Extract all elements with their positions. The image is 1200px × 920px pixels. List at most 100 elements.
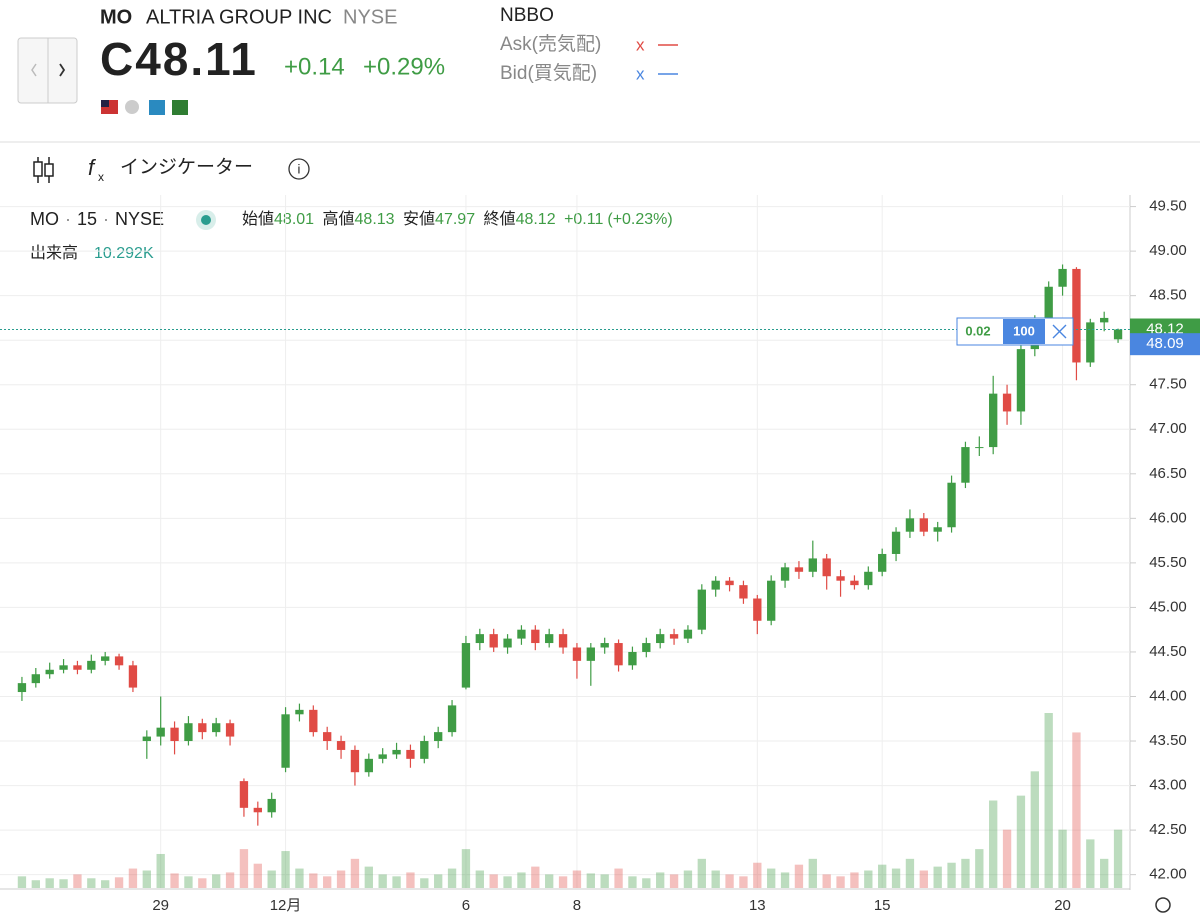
candle-body	[1002, 393, 1012, 412]
candle-body	[725, 580, 734, 586]
volume-bar	[975, 849, 984, 888]
volume-bar	[142, 870, 151, 888]
y-tick-label: 47.50	[1149, 376, 1187, 393]
fx-icon-sub: x	[98, 170, 104, 184]
volume-bar	[212, 874, 221, 888]
volume-bar	[600, 874, 609, 888]
y-tick-label: 44.00	[1149, 687, 1187, 704]
candle-body	[975, 447, 984, 449]
volume-bar	[1030, 771, 1039, 888]
candle-body	[170, 727, 179, 742]
legend-ohlc: 始値48.01 高値48.13 安値47.97 終値48.12 +0.11 (+0…	[242, 210, 673, 228]
info-icon[interactable]	[288, 158, 310, 180]
volume-bar	[697, 858, 706, 888]
candle-body	[878, 553, 887, 572]
candle-body	[475, 634, 484, 644]
candle-body	[767, 580, 776, 621]
clock-icon	[125, 100, 139, 114]
volume-bar	[947, 862, 956, 888]
candle-body	[31, 674, 40, 684]
volume-bar	[614, 868, 623, 888]
candle-body	[697, 589, 706, 630]
candle-body	[212, 723, 221, 733]
candle-body	[808, 558, 817, 572]
forward-button[interactable]	[59, 63, 66, 77]
settings-icon[interactable]	[1155, 897, 1171, 913]
volume-bar	[489, 874, 498, 888]
candle-body	[656, 634, 665, 644]
volume-bar	[336, 870, 346, 888]
volume-bar	[17, 876, 27, 888]
candle-body	[184, 723, 193, 742]
bid-price-tag	[1130, 333, 1200, 356]
volume-bar	[281, 851, 290, 888]
candle-body	[989, 393, 998, 448]
candle-body	[628, 651, 637, 666]
volume-bar	[461, 849, 471, 888]
candle-body	[45, 669, 54, 675]
candle-body	[1058, 268, 1067, 287]
volume-bar	[586, 873, 595, 888]
candle-body	[558, 634, 568, 648]
y-tick-label: 48.50	[1149, 287, 1187, 304]
candle-body	[420, 741, 429, 759]
flag-icon-canton	[101, 100, 109, 107]
volume-bar	[1058, 829, 1067, 888]
volume-bar	[87, 878, 96, 888]
volume-bar	[517, 872, 526, 888]
fx-icon[interactable]: f	[88, 155, 97, 180]
candle-body	[128, 665, 138, 688]
volume-bar	[836, 876, 845, 888]
candle-body	[73, 665, 82, 670]
legend-change-pct: (+0.23%)	[607, 211, 672, 228]
candle-body	[281, 714, 290, 768]
candle-body	[309, 709, 318, 733]
candle-body	[836, 576, 845, 581]
back-button[interactable]	[31, 63, 37, 77]
volume-bar	[767, 868, 776, 888]
candle-body	[114, 656, 124, 666]
candle-body	[572, 647, 582, 661]
low-label: 安値	[403, 210, 435, 228]
volume-bar	[711, 870, 720, 888]
candle-body	[1113, 329, 1123, 340]
volume-bar	[905, 858, 915, 888]
volume-bar	[572, 870, 582, 888]
candle-body	[850, 580, 859, 586]
volume-bar	[59, 879, 68, 888]
order-close[interactable]	[1052, 324, 1067, 339]
chart-icon	[149, 100, 165, 115]
candle-body	[198, 723, 207, 733]
volume-bar	[919, 870, 928, 888]
y-tick-label: 43.50	[1149, 732, 1187, 749]
info-icon-i: i	[298, 161, 301, 176]
volume-bar	[225, 872, 235, 888]
volume-bar	[725, 874, 734, 888]
high-value: 48.13	[355, 211, 395, 228]
candle-body	[392, 749, 401, 755]
candle-type-button[interactable]	[33, 157, 54, 183]
y-tick-label: 42.00	[1149, 866, 1187, 883]
volume-bar	[198, 878, 207, 888]
indicators-button[interactable]: インジケーター	[120, 156, 253, 178]
order-box[interactable]: 0.02 100	[956, 317, 1074, 346]
company-name: ALTRIA GROUP INC	[146, 6, 332, 28]
candle-body	[253, 807, 262, 813]
volume-bar	[1086, 839, 1095, 888]
candle-body	[864, 571, 873, 586]
candle-body	[17, 683, 27, 693]
y-tick-label: 45.00	[1149, 598, 1187, 615]
plot: 42.00 42.50 43.00 43.50 44.00 44.50 45.00 45.50…	[0, 195, 1200, 914]
nbbo-label: NBBO	[500, 5, 554, 26]
x-tick-label: 15	[874, 897, 891, 914]
icon-body	[44, 163, 54, 177]
candle-body	[87, 660, 96, 670]
bid-mark: x	[636, 64, 645, 83]
volume-bar	[961, 858, 970, 888]
candle-body	[350, 749, 360, 773]
legend-series: MO · 15 · NYSE	[30, 209, 164, 229]
volume-bar	[114, 877, 124, 888]
volume-bar	[642, 878, 651, 888]
volume-bar	[101, 880, 110, 888]
